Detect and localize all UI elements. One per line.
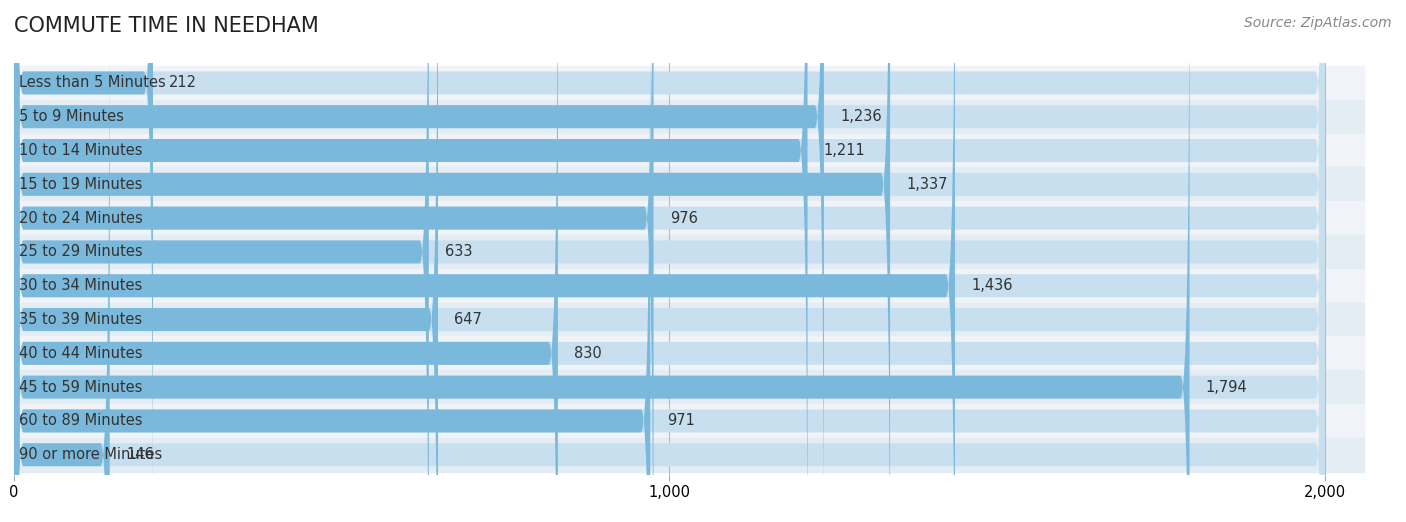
Bar	[14, 235, 1364, 269]
FancyBboxPatch shape	[14, 0, 654, 522]
FancyBboxPatch shape	[14, 0, 429, 522]
Bar	[14, 134, 1364, 168]
Text: 20 to 24 Minutes: 20 to 24 Minutes	[20, 211, 143, 226]
FancyBboxPatch shape	[14, 0, 807, 522]
Bar	[14, 303, 1364, 337]
FancyBboxPatch shape	[14, 0, 1324, 522]
Text: 40 to 44 Minutes: 40 to 44 Minutes	[20, 346, 143, 361]
FancyBboxPatch shape	[14, 0, 1324, 522]
Text: 45 to 59 Minutes: 45 to 59 Minutes	[20, 379, 142, 395]
Text: 5 to 9 Minutes: 5 to 9 Minutes	[20, 109, 124, 124]
FancyBboxPatch shape	[14, 0, 558, 522]
Text: 90 or more Minutes: 90 or more Minutes	[20, 447, 163, 462]
Text: 830: 830	[574, 346, 602, 361]
FancyBboxPatch shape	[14, 0, 1324, 522]
Text: 976: 976	[669, 211, 697, 226]
Text: 30 to 34 Minutes: 30 to 34 Minutes	[20, 278, 142, 293]
FancyBboxPatch shape	[14, 0, 1324, 522]
FancyBboxPatch shape	[14, 0, 110, 522]
Text: Source: ZipAtlas.com: Source: ZipAtlas.com	[1244, 16, 1392, 30]
Text: 60 to 89 Minutes: 60 to 89 Minutes	[20, 413, 143, 429]
FancyBboxPatch shape	[14, 0, 1189, 522]
Bar	[14, 269, 1364, 303]
Bar	[14, 404, 1364, 438]
Text: 15 to 19 Minutes: 15 to 19 Minutes	[20, 177, 142, 192]
FancyBboxPatch shape	[14, 0, 1324, 522]
FancyBboxPatch shape	[14, 0, 1324, 522]
FancyBboxPatch shape	[14, 0, 153, 522]
Bar	[14, 201, 1364, 235]
Text: COMMUTE TIME IN NEEDHAM: COMMUTE TIME IN NEEDHAM	[14, 16, 319, 35]
Text: 212: 212	[169, 75, 197, 90]
FancyBboxPatch shape	[14, 0, 1324, 522]
Bar	[14, 168, 1364, 201]
Text: 146: 146	[127, 447, 153, 462]
FancyBboxPatch shape	[14, 0, 651, 522]
FancyBboxPatch shape	[14, 0, 1324, 522]
Text: 35 to 39 Minutes: 35 to 39 Minutes	[20, 312, 142, 327]
Bar	[14, 66, 1364, 100]
Bar	[14, 370, 1364, 404]
Bar	[14, 337, 1364, 370]
Text: 1,337: 1,337	[907, 177, 948, 192]
Text: 1,211: 1,211	[824, 143, 866, 158]
Text: 971: 971	[666, 413, 695, 429]
FancyBboxPatch shape	[14, 0, 439, 522]
Bar	[14, 100, 1364, 134]
FancyBboxPatch shape	[14, 0, 1324, 522]
Bar	[14, 438, 1364, 472]
FancyBboxPatch shape	[14, 0, 1324, 522]
Text: Less than 5 Minutes: Less than 5 Minutes	[20, 75, 166, 90]
FancyBboxPatch shape	[14, 0, 955, 522]
Text: 1,794: 1,794	[1206, 379, 1247, 395]
Text: 633: 633	[446, 244, 472, 259]
FancyBboxPatch shape	[14, 0, 1324, 522]
Text: 647: 647	[454, 312, 482, 327]
Text: 1,236: 1,236	[841, 109, 882, 124]
FancyBboxPatch shape	[14, 0, 890, 522]
FancyBboxPatch shape	[14, 0, 1324, 522]
FancyBboxPatch shape	[14, 0, 824, 522]
Text: 1,436: 1,436	[972, 278, 1012, 293]
Text: 10 to 14 Minutes: 10 to 14 Minutes	[20, 143, 143, 158]
Text: 25 to 29 Minutes: 25 to 29 Minutes	[20, 244, 143, 259]
